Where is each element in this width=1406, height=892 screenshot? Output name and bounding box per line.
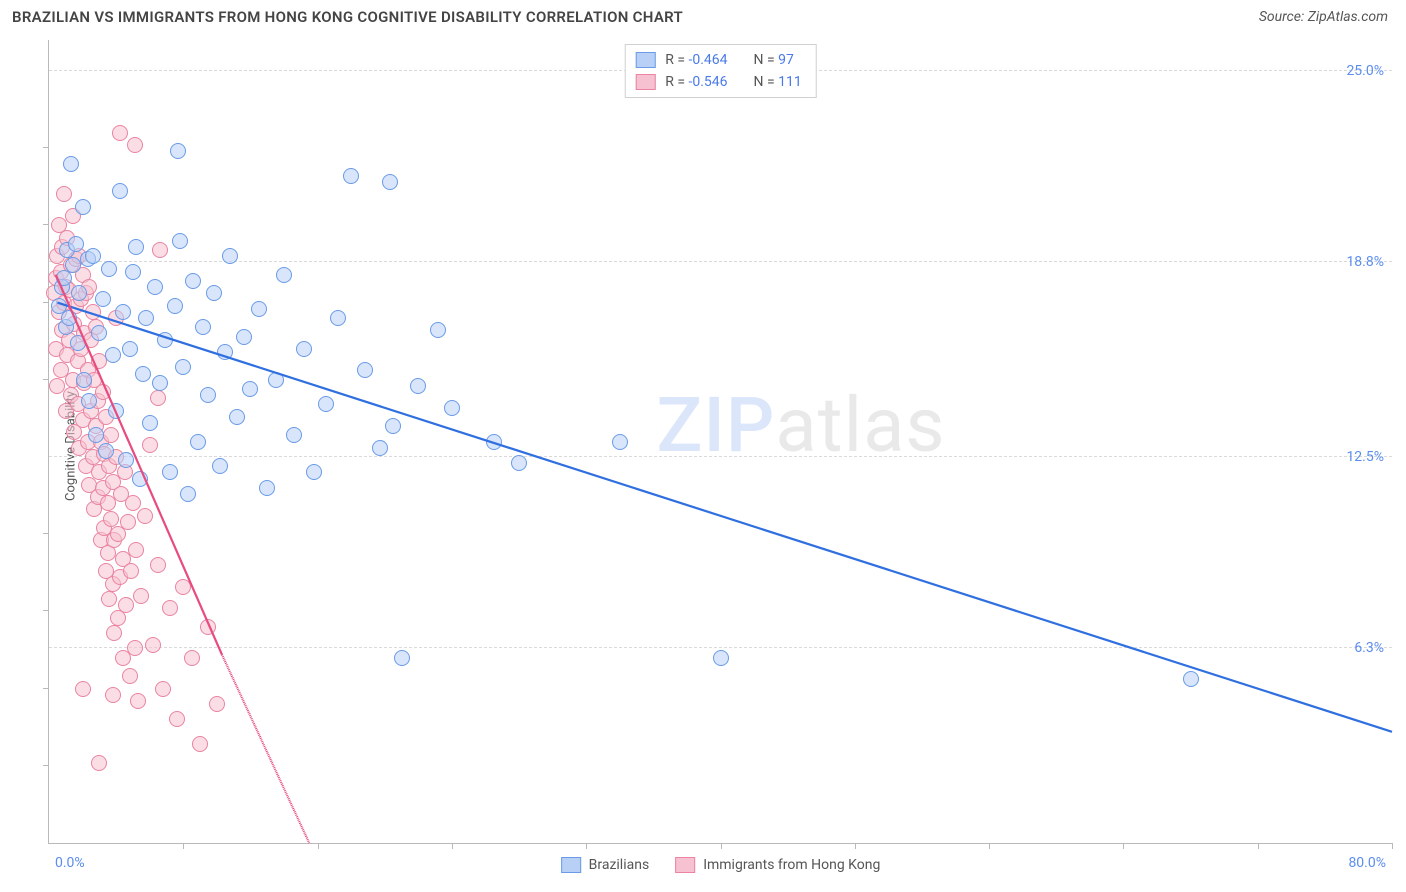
r-label-b: R = [665, 74, 688, 90]
r-value-a: -0.464 [688, 52, 727, 68]
x-tick [318, 843, 319, 849]
x-tick [721, 843, 722, 849]
legend-stats-row-b: R = -0.546 N = 111 [635, 71, 802, 93]
x-tick [1258, 843, 1259, 849]
x-tick [586, 843, 587, 849]
swatch-series-a-bottom [561, 857, 581, 873]
series-b-label: Immigrants from Hong Kong [703, 857, 880, 873]
legend-series: Brazilians Immigrants from Hong Kong [561, 857, 881, 873]
x-tick [183, 843, 184, 849]
trend-line [56, 275, 222, 655]
legend-item-a: Brazilians [561, 857, 650, 873]
x-tick [1123, 843, 1124, 849]
swatch-series-b-bottom [675, 857, 695, 873]
x-max-label: 80.0% [1348, 855, 1386, 871]
legend-item-b: Immigrants from Hong Kong [675, 857, 880, 873]
x-tick [989, 843, 990, 849]
legend-stats-row-a: R = -0.464 N = 97 [635, 49, 802, 71]
x-tick [452, 843, 453, 849]
n-label-b: N = [754, 74, 779, 90]
r-label-a: R = [665, 52, 688, 68]
x-tick [1392, 843, 1393, 849]
chart-area: ZIPatlas 6.3%12.5%18.8%25.0% R = -0.464 … [48, 40, 1392, 844]
trend-line [222, 655, 309, 843]
x-tick [855, 843, 856, 849]
swatch-series-b [635, 74, 655, 90]
source-label: Source: ZipAtlas.com [1259, 9, 1388, 25]
legend-stats: R = -0.464 N = 97 R = -0.546 N = 111 [624, 44, 817, 98]
trend-lines [49, 40, 1392, 843]
x-origin-label: 0.0% [55, 855, 85, 871]
n-label-a: N = [754, 52, 779, 68]
r-value-b: -0.546 [688, 74, 727, 90]
series-a-label: Brazilians [589, 857, 650, 873]
chart-title: BRAZILIAN VS IMMIGRANTS FROM HONG KONG C… [12, 8, 683, 26]
trend-line [57, 303, 1392, 732]
n-value-b: 111 [778, 74, 802, 90]
swatch-series-a [635, 52, 655, 68]
n-value-a: 97 [778, 52, 794, 68]
